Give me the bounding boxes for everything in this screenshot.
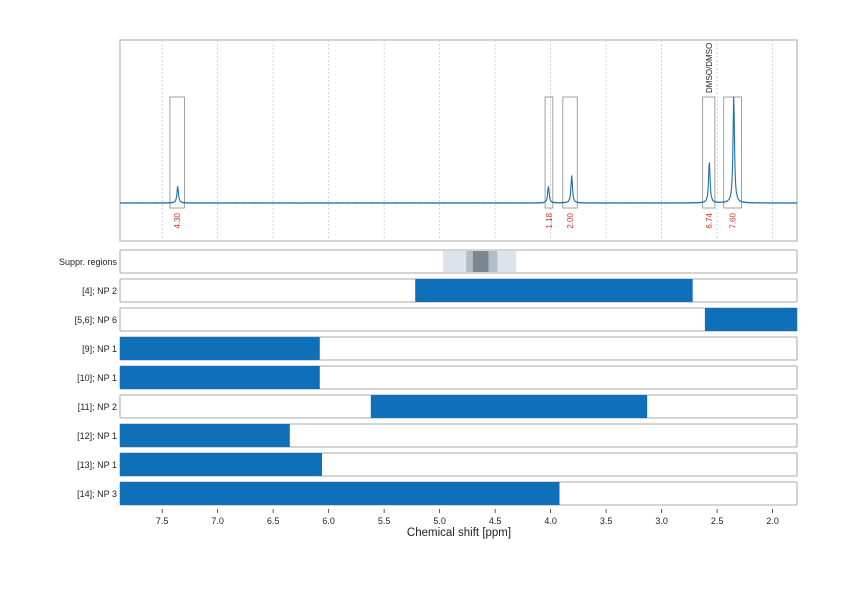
integral-value: 4.30 bbox=[173, 212, 182, 228]
x-tick-label: 5.5 bbox=[378, 516, 391, 526]
integral-value: 1.18 bbox=[545, 212, 554, 228]
integral-value: 2.00 bbox=[566, 212, 575, 228]
x-tick-label: 4.0 bbox=[544, 516, 557, 526]
range-track bbox=[119, 307, 798, 332]
x-tick-label: 6.5 bbox=[267, 516, 280, 526]
integral-value: 6.74 bbox=[705, 212, 714, 228]
range-label: [10]; NP 1 bbox=[77, 373, 117, 383]
x-tick-label: 2.5 bbox=[711, 516, 724, 526]
integration-box bbox=[562, 96, 578, 209]
range-bar bbox=[415, 279, 693, 302]
range-label: [5,6]; NP 6 bbox=[75, 315, 117, 325]
x-tick-label: 3.0 bbox=[655, 516, 668, 526]
integration-box bbox=[544, 96, 554, 209]
range-label: [9]; NP 1 bbox=[82, 344, 117, 354]
range-bar bbox=[120, 453, 322, 476]
integration-box bbox=[723, 96, 742, 209]
integration-box bbox=[169, 96, 185, 209]
spectrum-frame bbox=[119, 39, 798, 242]
suppression-band bbox=[472, 251, 489, 272]
range-bar bbox=[120, 424, 290, 447]
spectrum-panel: 4.30 1.18 2.00 6.74 DMSO/DMSO 7.60 bbox=[119, 39, 798, 242]
range-bar bbox=[370, 395, 648, 418]
range-bar bbox=[120, 482, 560, 505]
range-label: [13]; NP 1 bbox=[77, 460, 117, 470]
x-tick-label: 2.0 bbox=[766, 516, 779, 526]
range-label: [4]; NP 2 bbox=[82, 286, 117, 296]
integral-value: 7.60 bbox=[729, 212, 738, 228]
range-bar bbox=[704, 308, 797, 331]
x-tick-label: 6.0 bbox=[322, 516, 335, 526]
range-label: [12]; NP 1 bbox=[77, 431, 117, 441]
range-label: [14]; NP 3 bbox=[77, 489, 117, 499]
peak-annotation: DMSO/DMSO bbox=[705, 43, 714, 93]
range-bar bbox=[120, 366, 320, 389]
range-bar bbox=[120, 337, 320, 360]
x-axis-label: Chemical shift [ppm] bbox=[407, 527, 511, 539]
x-tick-label: 4.5 bbox=[489, 516, 502, 526]
spectrum-line bbox=[119, 96, 798, 204]
x-axis: 7.5 7.0 6.5 6.0 5.5 5.0 4.5 4.0 3.5 3.0 2.5 2.0 bbox=[156, 509, 779, 526]
suppression-label: Suppr. regions bbox=[59, 257, 118, 267]
x-tick-label: 5.0 bbox=[433, 516, 446, 526]
integration-box bbox=[702, 96, 716, 209]
x-tick-label: 7.0 bbox=[211, 516, 224, 526]
range-tracks: Suppr. regions [4]; NP 2 [5,6]; NP 6 [9]; N… bbox=[59, 249, 798, 506]
x-tick-label: 3.5 bbox=[600, 516, 613, 526]
x-tick-label: 7.5 bbox=[156, 516, 169, 526]
range-label: [11]; NP 2 bbox=[78, 402, 117, 412]
